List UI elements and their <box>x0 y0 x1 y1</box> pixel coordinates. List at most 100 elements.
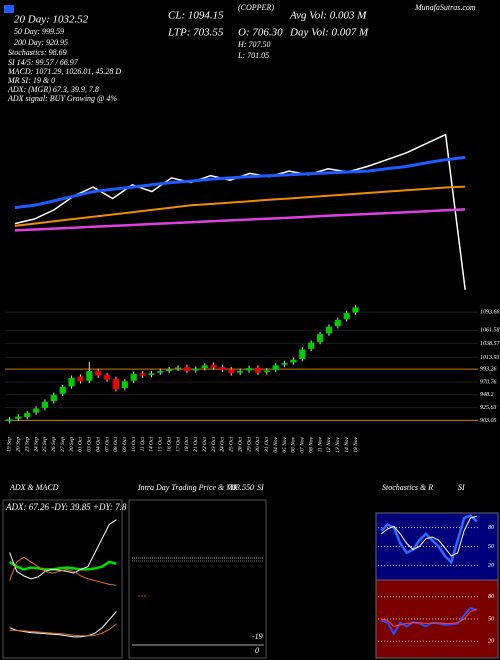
x-tick-label: 16 Oct <box>166 437 172 452</box>
candle-body <box>148 373 155 375</box>
x-tick-label: 03 Oct <box>87 437 93 452</box>
candle-body <box>68 377 75 387</box>
x-tick-label: 23 Oct <box>211 437 217 452</box>
candle-body <box>192 368 199 371</box>
candle-body <box>24 413 31 418</box>
series-line <box>14 185 466 227</box>
open-text: O: 706.30 <box>238 27 283 39</box>
intraday-title: Intra Day Trading Price & MR <box>137 483 238 492</box>
ltp-text: LTP: 703.55 <box>167 27 224 39</box>
adx-signal-text: ADX signal: BUY Growing @ 4% <box>7 94 117 103</box>
y-tick-label: 1093.66 <box>480 310 500 316</box>
x-tick-label: 09 Oct <box>122 437 128 452</box>
x-tick-label: 27 Sep <box>60 437 66 452</box>
mr-zero-label: 0 <box>255 646 259 655</box>
candle-body <box>263 370 270 373</box>
candle-body <box>95 371 102 376</box>
y-tick-label: 1061.58 <box>480 328 500 334</box>
x-tick-label: 07 Nov <box>300 436 306 452</box>
x-tick-label: 20 Sep <box>16 437 22 452</box>
si-text: SI 14/5: 99.57 / 66.97 <box>8 58 79 67</box>
x-tick-label: 06 Nov <box>291 436 297 452</box>
candle-body <box>352 307 359 313</box>
x-tick-label: 19 Sep <box>7 437 13 452</box>
y-tick-label: 1013.93 <box>480 355 500 361</box>
candle-body <box>290 359 297 363</box>
symbol-text: (COPPER) <box>238 3 274 12</box>
ma20-text: 20 Day: 1032.52 <box>14 14 89 26</box>
candle-body <box>228 369 235 374</box>
candle-body <box>299 349 306 360</box>
series-line <box>14 208 466 232</box>
candle-body <box>334 319 341 327</box>
series-line <box>380 515 477 557</box>
stoch-text: Stochastics: 98.69 <box>8 48 67 57</box>
x-tick-label: 14 Nov <box>343 436 350 452</box>
candle-body <box>32 408 40 413</box>
macd-text: MACD: 1071.29, 1026.01, 45.28 D <box>7 67 121 76</box>
y-tick-label: 970.76 <box>480 379 497 385</box>
candle-body <box>59 386 66 394</box>
y-tick-label: 80 <box>488 594 494 600</box>
candle-body <box>210 364 217 368</box>
x-tick-label: 10 Oct <box>131 437 137 452</box>
y-tick-label: 50 <box>488 616 494 622</box>
x-tick-label: 01 Oct <box>78 437 84 452</box>
x-tick-label: 04 Oct <box>94 437 101 452</box>
close-text: CL: 1094.15 <box>168 10 224 22</box>
x-tick-label: 07 Oct <box>104 437 110 452</box>
x-tick-label: 23 Sep <box>24 437 30 452</box>
low-text: L: 701.05 <box>237 51 269 60</box>
day-vol-text: Day Vol: 0.007 M <box>289 27 369 39</box>
site-text: MunafaSutras.com <box>414 3 476 12</box>
y-tick-label: 80 <box>488 525 494 531</box>
candle-body <box>237 371 244 373</box>
series-line <box>380 514 478 565</box>
ma200-text: 200 Day: 920.95 <box>14 38 68 47</box>
y-tick-label: 925.63 <box>480 405 497 411</box>
candle-body <box>112 378 120 390</box>
x-tick-label: 14 Oct <box>148 437 155 452</box>
y-tick-label: 903.05 <box>480 418 497 424</box>
y-tick-label: 1038.57 <box>480 341 500 347</box>
x-tick-label: 26 Sep <box>51 437 57 452</box>
panel-title: ADX & MACD <box>9 483 59 492</box>
x-tick-label: 25 Oct <box>229 437 235 452</box>
x-tick-label: 13 Nov <box>335 436 341 452</box>
candle-body <box>272 365 279 370</box>
series-line <box>14 155 466 210</box>
mr-text: MR SI: 19 & 0 <box>7 76 55 85</box>
series-line <box>9 611 117 638</box>
y-tick-label: 20 <box>488 563 494 569</box>
intraday-price: 703.550 <box>228 483 254 492</box>
candle-body <box>157 371 164 373</box>
high-text: H: 707.50 <box>237 40 270 49</box>
x-tick-label: 05 Nov <box>282 436 288 452</box>
series-line <box>380 606 478 636</box>
candle-body <box>325 326 333 334</box>
x-tick-label: 22 Oct <box>202 437 208 452</box>
candle-body <box>130 373 137 381</box>
candle-body <box>183 367 191 372</box>
x-tick-label: 04 Nov <box>272 436 279 452</box>
candle-body <box>86 371 93 381</box>
candle-body <box>103 375 111 380</box>
x-tick-label: 29 Oct <box>246 437 252 452</box>
intraday-si: SI <box>257 483 264 492</box>
ma50-text: 50 Day: 999.59 <box>14 27 64 36</box>
candle-body <box>245 368 253 371</box>
intraday-panel <box>128 499 267 659</box>
y-tick-label: 948.2 <box>480 391 494 398</box>
x-tick-label: 08 Oct <box>113 437 119 452</box>
x-tick-label: 25 Sep <box>42 437 48 452</box>
candle-body <box>343 313 350 320</box>
x-tick-label: 18 Oct <box>184 437 190 452</box>
x-tick-label: 30 Oct <box>255 437 261 453</box>
candle-body <box>139 373 146 376</box>
x-tick-label: 28 Oct <box>237 437 243 452</box>
x-tick-label: 21 Oct <box>193 437 199 452</box>
candle-body <box>174 367 182 369</box>
y-tick-label: 50 <box>488 544 494 550</box>
panel-subtitle: SI <box>458 483 465 492</box>
